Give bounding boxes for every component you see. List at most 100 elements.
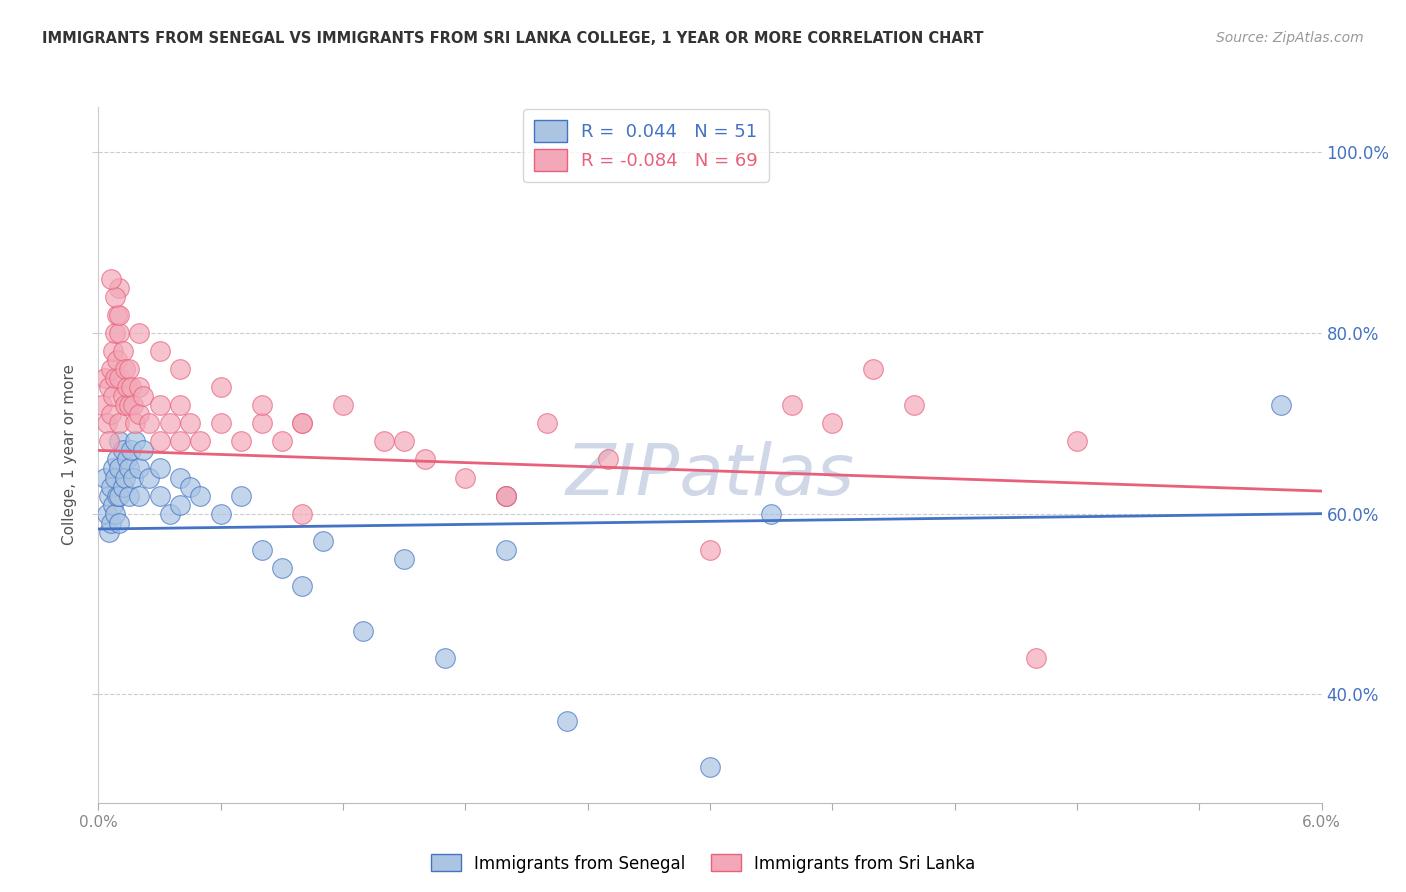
Point — [101, 389, 124, 403]
Point — [291, 417, 314, 431]
Point — [209, 380, 232, 394]
Point — [169, 498, 191, 512]
Point — [122, 398, 145, 412]
Point — [100, 271, 122, 285]
Point — [104, 371, 127, 385]
Point — [96, 507, 118, 521]
Point — [118, 362, 141, 376]
Point — [97, 380, 120, 394]
Point — [250, 417, 273, 431]
Point — [169, 362, 191, 376]
Point — [903, 398, 925, 412]
Point — [93, 371, 115, 385]
Point — [96, 417, 118, 431]
Point — [159, 417, 181, 431]
Point — [100, 362, 122, 376]
Point — [105, 452, 128, 467]
Point — [108, 371, 131, 385]
Point — [250, 398, 273, 412]
Point — [104, 470, 127, 484]
Point — [114, 470, 136, 484]
Point — [132, 389, 155, 403]
Point — [108, 461, 131, 475]
Legend: R =  0.044   N = 51, R = -0.084   N = 69: R = 0.044 N = 51, R = -0.084 N = 69 — [523, 109, 769, 182]
Point — [104, 326, 127, 340]
Point — [108, 516, 131, 530]
Point — [392, 551, 416, 566]
Point — [169, 470, 191, 484]
Point — [495, 542, 517, 557]
Point — [111, 389, 134, 403]
Point — [250, 542, 273, 557]
Point — [105, 489, 128, 503]
Point — [104, 507, 127, 521]
Point — [97, 489, 120, 503]
Point — [169, 434, 191, 449]
Point — [108, 417, 131, 431]
Point — [1066, 434, 1088, 449]
Point — [101, 344, 124, 359]
Point — [111, 344, 134, 359]
Point — [138, 470, 160, 484]
Point — [291, 507, 314, 521]
Point — [231, 434, 253, 449]
Point — [114, 398, 136, 412]
Point — [132, 443, 155, 458]
Point — [270, 561, 292, 575]
Point — [149, 461, 172, 475]
Point — [231, 489, 253, 503]
Point — [114, 362, 136, 376]
Point — [118, 398, 141, 412]
Point — [128, 407, 150, 421]
Point — [495, 489, 517, 503]
Point — [104, 290, 127, 304]
Point — [433, 651, 456, 665]
Text: ZIPatlas: ZIPatlas — [565, 442, 855, 510]
Point — [821, 417, 844, 431]
Point — [555, 714, 579, 729]
Point — [115, 380, 138, 394]
Point — [270, 434, 292, 449]
Point — [149, 489, 172, 503]
Point — [291, 417, 314, 431]
Point — [118, 489, 141, 503]
Point — [115, 452, 138, 467]
Point — [93, 470, 115, 484]
Point — [209, 507, 232, 521]
Point — [413, 452, 436, 467]
Legend: Immigrants from Senegal, Immigrants from Sri Lanka: Immigrants from Senegal, Immigrants from… — [425, 847, 981, 880]
Point — [128, 326, 150, 340]
Point — [105, 308, 128, 322]
Point — [188, 489, 212, 503]
Point — [128, 489, 150, 503]
Point — [392, 434, 416, 449]
Point — [311, 533, 335, 548]
Point — [100, 479, 122, 493]
Point — [1270, 398, 1292, 412]
Text: IMMIGRANTS FROM SENEGAL VS IMMIGRANTS FROM SRI LANKA COLLEGE, 1 YEAR OR MORE COR: IMMIGRANTS FROM SENEGAL VS IMMIGRANTS FR… — [42, 31, 984, 46]
Point — [598, 452, 620, 467]
Point — [761, 507, 783, 521]
Point — [120, 380, 142, 394]
Point — [373, 434, 395, 449]
Point — [169, 398, 191, 412]
Point — [159, 507, 181, 521]
Point — [124, 434, 146, 449]
Point — [108, 281, 131, 295]
Point — [291, 579, 314, 593]
Point — [352, 624, 374, 639]
Point — [699, 542, 721, 557]
Point — [332, 398, 354, 412]
Point — [108, 308, 131, 322]
Point — [149, 434, 172, 449]
Point — [97, 524, 120, 539]
Point — [118, 461, 141, 475]
Y-axis label: College, 1 year or more: College, 1 year or more — [62, 365, 77, 545]
Point — [536, 417, 558, 431]
Point — [179, 417, 201, 431]
Point — [149, 398, 172, 412]
Point — [108, 434, 131, 449]
Point — [97, 434, 120, 449]
Point — [111, 443, 134, 458]
Point — [179, 479, 201, 493]
